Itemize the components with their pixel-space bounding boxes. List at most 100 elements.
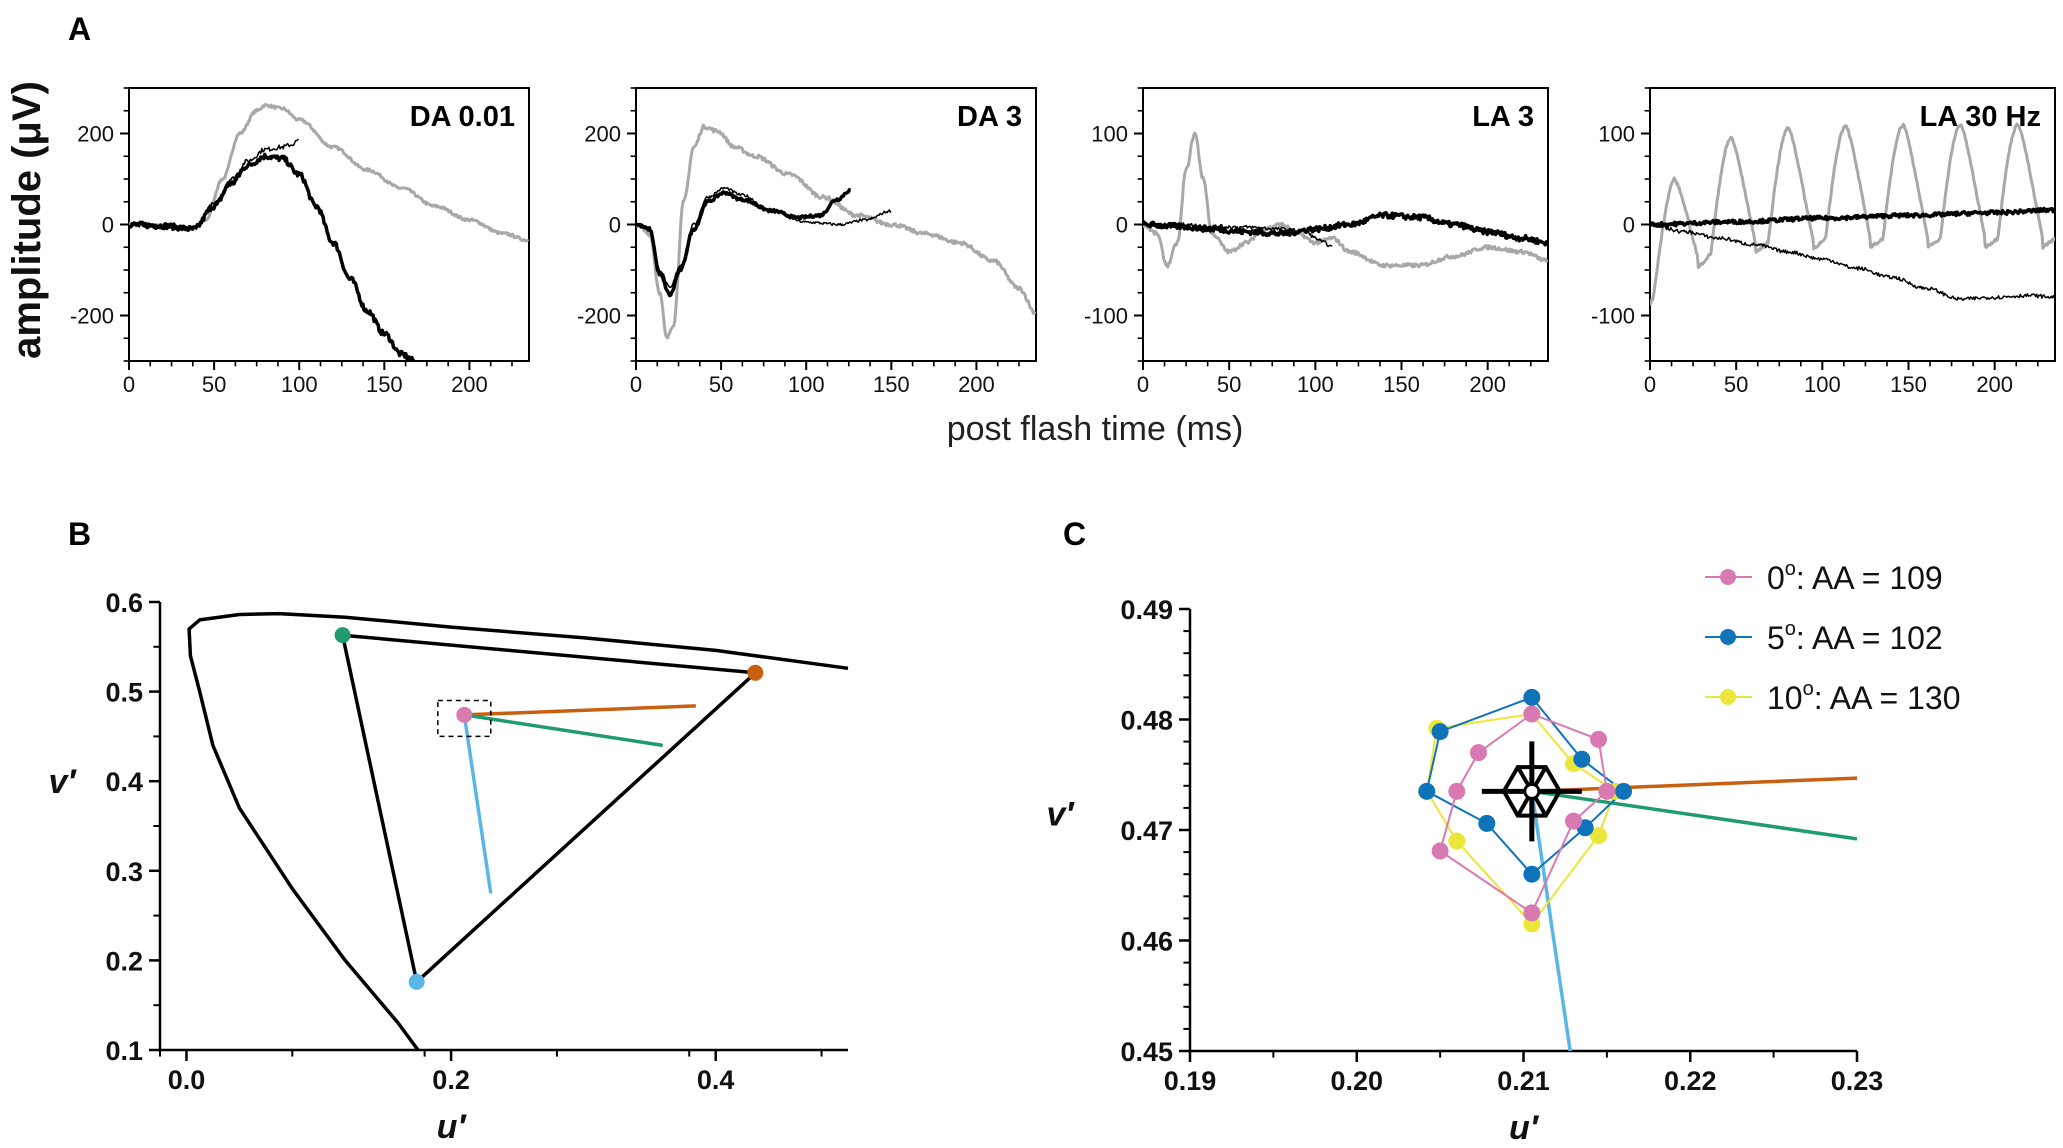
trace-thin-black: [1650, 223, 2055, 301]
series-point-pink: [1598, 782, 1616, 800]
series-outline-pink: [1438, 713, 1608, 915]
x-axis-title: u′: [437, 1108, 468, 1146]
series-point-pink: [1469, 744, 1487, 762]
x-tick-label: 0.4: [697, 1065, 735, 1095]
chromaticity-zoom-plot: 0.19 0.20 0.21 0.22 0.23 0.45 0.46 0.47 0.48 0.49…: [1046, 595, 1883, 1147]
x-tick-label: 0.2: [432, 1065, 470, 1095]
series-point-blue: [1615, 782, 1633, 800]
y-tick-label: 0: [1116, 213, 1128, 238]
y-tick-label: 200: [584, 122, 621, 147]
y-tick-label: -100: [1591, 304, 1635, 329]
trace-title: LA 3: [1472, 101, 1534, 133]
white-point-marker: [456, 706, 473, 723]
center-star-icon: [1481, 741, 1582, 842]
trace-group: [1143, 131, 1548, 269]
series-point-pink: [1431, 842, 1449, 860]
spectral-locus: [187, 611, 849, 1052]
y-axis-title: v′: [1046, 795, 1075, 833]
trace-thin-black: [636, 186, 892, 289]
y-tick-label: 0.45: [1120, 1037, 1173, 1067]
x-tick-label: 50: [1217, 372, 1241, 397]
trace-thick-black: [1143, 210, 1548, 247]
y-tick-label: 0: [609, 213, 621, 238]
series-point-yellow: [1590, 827, 1608, 845]
confusion-line-sky: [1530, 791, 1572, 1051]
confusion-line-orange: [1531, 776, 1857, 794]
series-point-pink: [1565, 812, 1583, 830]
x-tick-label: 200: [451, 372, 488, 397]
series-point-blue: [1418, 782, 1436, 800]
trace-thin-black: [1143, 221, 1333, 248]
legend-label-0deg-base: 0: [1767, 560, 1785, 596]
primary-orange: [747, 664, 764, 681]
series-outline-yellow: [1425, 713, 1617, 926]
x-tick-label: 0: [123, 372, 135, 397]
y-tick-label: -200: [70, 304, 114, 329]
x-tick-label: 200: [958, 372, 995, 397]
chromaticity-diagram: 0.0 0.2 0.4 0.1 0.2 0.3 0.4 0.5 0.6 u′ v′: [48, 588, 849, 1146]
x-tick-label: 0: [1644, 372, 1656, 397]
y-tick-label: 0.5: [105, 678, 143, 708]
x-tick-label: 0.22: [1664, 1066, 1717, 1096]
legend-label-10deg: 10o: AA = 130: [1767, 678, 1961, 716]
trace-thick-black: [1650, 206, 2055, 228]
y-tick-label: 0.1: [105, 1036, 143, 1066]
legend-label-0deg-sup: o: [1785, 558, 1796, 580]
confusion-line-green: [464, 713, 664, 748]
x-tick-label: 0.19: [1164, 1066, 1217, 1096]
y-tick-label: 0.48: [1120, 706, 1173, 736]
x-tick-label: 0.23: [1831, 1066, 1884, 1096]
y-tick-label: 0.47: [1120, 816, 1173, 846]
confusion-line-green: [1531, 789, 1857, 841]
series-point-pink: [1523, 705, 1541, 723]
trace-thick-black: [636, 188, 852, 298]
legend-label-0deg: 0o: AA = 109: [1767, 558, 1943, 596]
y-tick-label: 0: [102, 213, 114, 238]
panel-label-c: C: [1063, 516, 1086, 552]
zoom-content: [1418, 688, 1857, 1051]
x-tick-label: 50: [709, 372, 733, 397]
confusion-line-sky: [462, 714, 493, 894]
legend-label-5deg-sup: o: [1785, 618, 1796, 640]
series-point-blue: [1478, 814, 1496, 832]
x-tick-label: 150: [873, 372, 910, 397]
y-tick-label: -100: [1084, 304, 1128, 329]
x-axis-title: u′: [1509, 1109, 1540, 1147]
x-tick-label: 200: [1469, 372, 1506, 397]
y-tick-label: 0.6: [105, 588, 143, 618]
series-point-blue: [1523, 688, 1541, 706]
x-tick-label: 0.0: [168, 1065, 206, 1095]
legend-label-10deg-rest: : AA = 130: [1814, 680, 1961, 716]
x-tick-label: 0.20: [1330, 1066, 1383, 1096]
y-axis-title: v′: [48, 763, 77, 801]
x-tick-label: 200: [1976, 372, 2013, 397]
y-tick-label: 0.49: [1120, 595, 1173, 625]
legend-label-0deg-rest: : AA = 109: [1796, 560, 1943, 596]
erg-plot-la-30-hz: 0 50 100 150 200 -100 0 100 LA 30 Hz: [1591, 87, 2056, 397]
y-tick-label: 0.46: [1120, 927, 1173, 957]
legend-label-5deg-rest: : AA = 102: [1796, 620, 1943, 656]
y-tick-label: 0.4: [105, 767, 143, 797]
y-tick-label: 0.3: [105, 857, 143, 887]
y-tick-label: -200: [577, 304, 621, 329]
trace-thin-black: [129, 138, 300, 231]
primary-sky: [408, 973, 425, 990]
erg-plot-la-3: 0 50 100 150 200 -100 0 100 LA 3: [1084, 87, 1549, 397]
x-tick-label: 0: [1137, 372, 1149, 397]
trace-group: [1650, 122, 2055, 306]
amplitude-axis-title: amplitude (μV): [5, 81, 49, 359]
trace-gray: [1650, 122, 2055, 306]
trace-group: [129, 103, 529, 361]
legend-label-5deg-base: 5: [1767, 620, 1785, 656]
primary-green: [334, 627, 351, 644]
panel-label-b: B: [68, 516, 91, 552]
y-tick-label: 100: [1598, 122, 1635, 147]
legend-label-10deg-base: 10: [1767, 680, 1803, 716]
trace-gray: [1143, 131, 1548, 269]
trace-thick-black: [129, 152, 416, 361]
trace-group: [636, 123, 1036, 340]
trace-title: DA 0.01: [410, 101, 515, 133]
legend-item-5deg: 5o: AA = 102: [1705, 618, 1943, 656]
x-tick-label: 100: [788, 372, 825, 397]
